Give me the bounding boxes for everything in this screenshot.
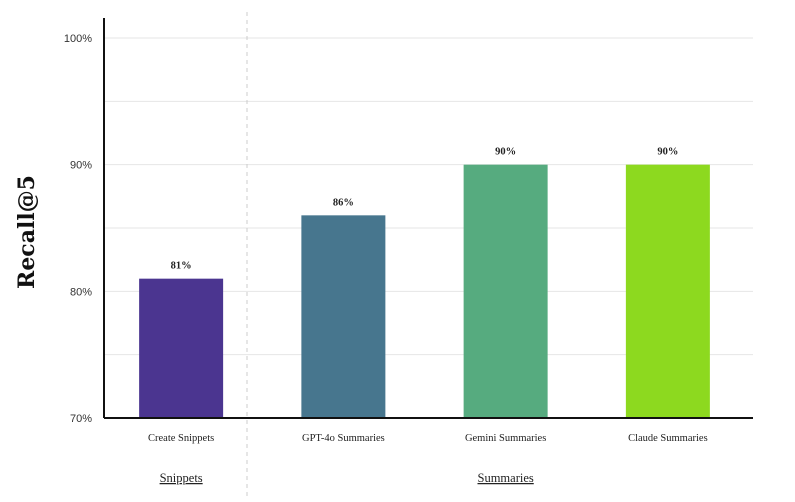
axes [103,18,753,419]
data-label: 90% [495,147,516,158]
data-label: 81% [171,261,192,272]
category-label: GPT-4o Summaries [302,433,385,444]
y-tick-labels: 70% 80% 90% 100% [64,33,92,425]
group-label: Summaries [478,471,534,485]
category-label: Create Snippets [148,433,214,444]
data-label: 86% [333,197,354,208]
category-label: Claude Summaries [628,433,708,444]
group-label: Snippets [160,471,203,485]
bar [139,278,224,418]
y-axis-title: Recall@5 [14,175,40,289]
category-label: Gemini Summaries [465,433,546,444]
y-tick-label: 100% [64,33,92,45]
labels: 81% Create Snippets 86% GPT-4o Summaries 90%… [148,147,708,485]
y-tick-label: 90% [70,160,92,172]
y-tick-label: 80% [70,286,92,298]
bar [301,215,386,418]
bar [463,164,548,418]
data-label: 90% [657,147,678,158]
y-tick-label: 70% [70,413,92,425]
bars [139,164,710,418]
bar [625,164,710,418]
